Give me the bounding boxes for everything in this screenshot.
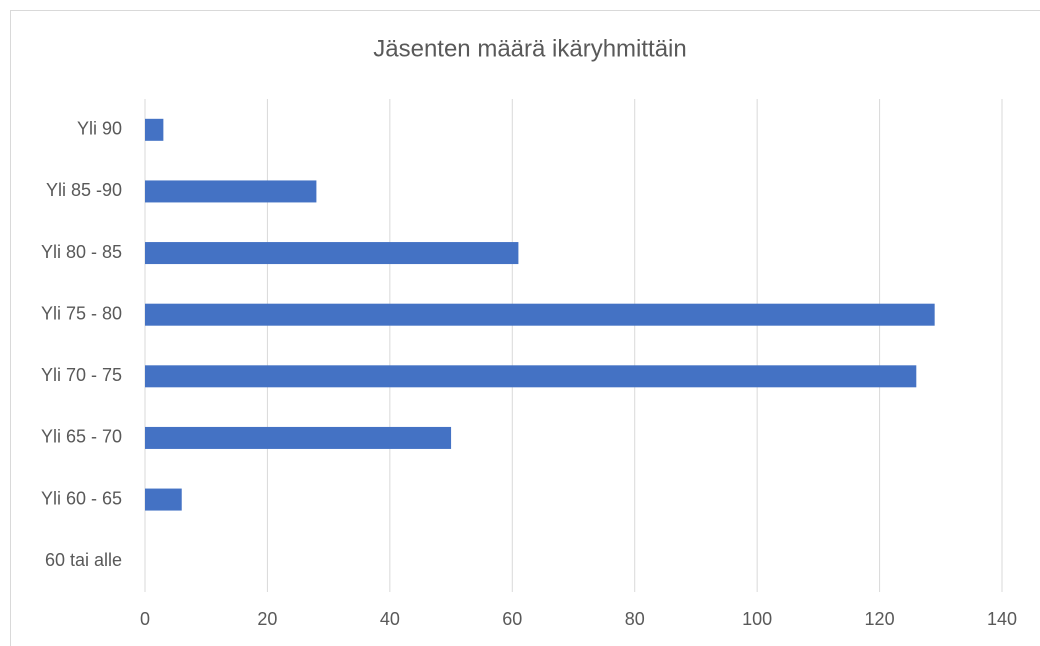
chart-border [10, 10, 1040, 646]
x-tick-label: 140 [987, 609, 1017, 629]
x-tick-label: 0 [140, 609, 150, 629]
x-tick-label: 40 [380, 609, 400, 629]
bar [145, 242, 519, 265]
x-tick-label: 20 [257, 609, 277, 629]
y-tick-label: Yli 65 - 70 [41, 427, 122, 447]
y-tick-label: Yli 75 - 80 [41, 303, 122, 323]
x-tick-label: 120 [865, 609, 895, 629]
x-tick-label: 60 [502, 609, 522, 629]
y-tick-label: Yli 90 [77, 119, 122, 139]
x-tick-label: 80 [625, 609, 645, 629]
y-tick-label: 60 tai alle [45, 550, 122, 570]
bar [145, 303, 935, 326]
bar [145, 118, 164, 141]
bar [145, 180, 317, 203]
y-tick-label: Yli 85 -90 [46, 180, 122, 200]
y-tick-label: Yli 60 - 65 [41, 488, 122, 508]
chart-title: Jäsenten määrä ikäryhmittäin [373, 35, 686, 62]
bar [145, 365, 917, 388]
y-tick-label: Yli 80 - 85 [41, 242, 122, 262]
bar [145, 426, 452, 449]
y-tick-label: Yli 70 - 75 [41, 365, 122, 385]
x-tick-label: 100 [742, 609, 772, 629]
bar [145, 488, 182, 511]
